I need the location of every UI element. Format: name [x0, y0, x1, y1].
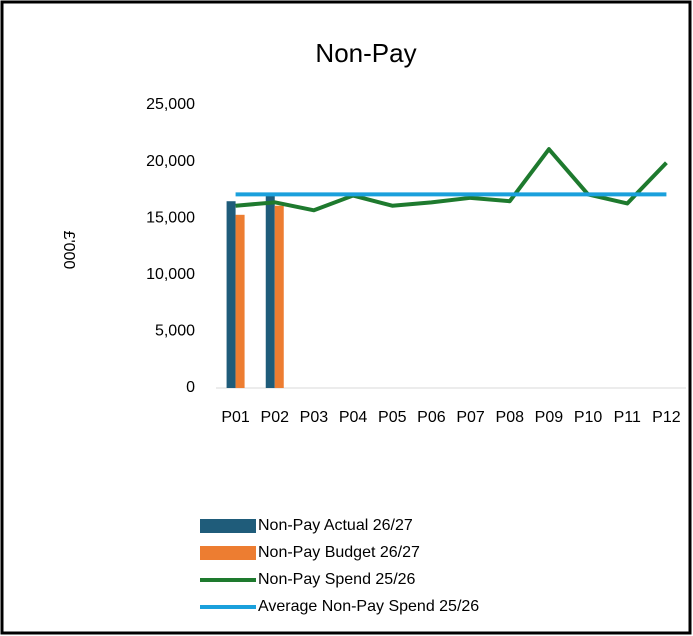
bar — [226, 201, 236, 388]
x-tick-label: P08 — [496, 409, 525, 426]
legend-swatch — [200, 546, 256, 560]
y-tick-label: 0 — [186, 379, 195, 396]
y-tick-label: 25,000 — [146, 96, 195, 113]
legend-label: Non-Pay Actual 26/27 — [258, 517, 413, 534]
x-tick-label: P04 — [339, 409, 368, 426]
y-tick-label: 15,000 — [146, 209, 195, 226]
x-tick-label: P09 — [535, 409, 564, 426]
y-tick-label: 20,000 — [146, 153, 195, 170]
legend-label: Average Non-Pay Spend 25/26 — [258, 598, 479, 615]
x-tick-label: P11 — [614, 409, 641, 426]
legend-label: Non-Pay Spend 25/26 — [258, 571, 416, 588]
x-tick-label: P12 — [652, 409, 681, 426]
bar — [274, 205, 284, 388]
legend-swatch — [200, 519, 256, 533]
chart-title: Non-Pay — [315, 38, 416, 68]
x-tick-label: P02 — [261, 409, 290, 426]
x-tick-label: P03 — [300, 409, 329, 426]
x-tick-label: P05 — [378, 409, 407, 426]
x-tick-label: P10 — [574, 409, 603, 426]
y-tick-label: 10,000 — [146, 266, 195, 283]
x-tick-label: P07 — [456, 409, 485, 426]
y-tick-label: 5,000 — [155, 323, 195, 340]
bar — [235, 214, 245, 388]
x-tick-label: P01 — [221, 409, 250, 426]
bar — [265, 193, 275, 388]
y-axis-label: £'000 — [60, 231, 77, 270]
x-tick-label: P06 — [417, 409, 446, 426]
legend-label: Non-Pay Budget 26/27 — [258, 544, 420, 561]
